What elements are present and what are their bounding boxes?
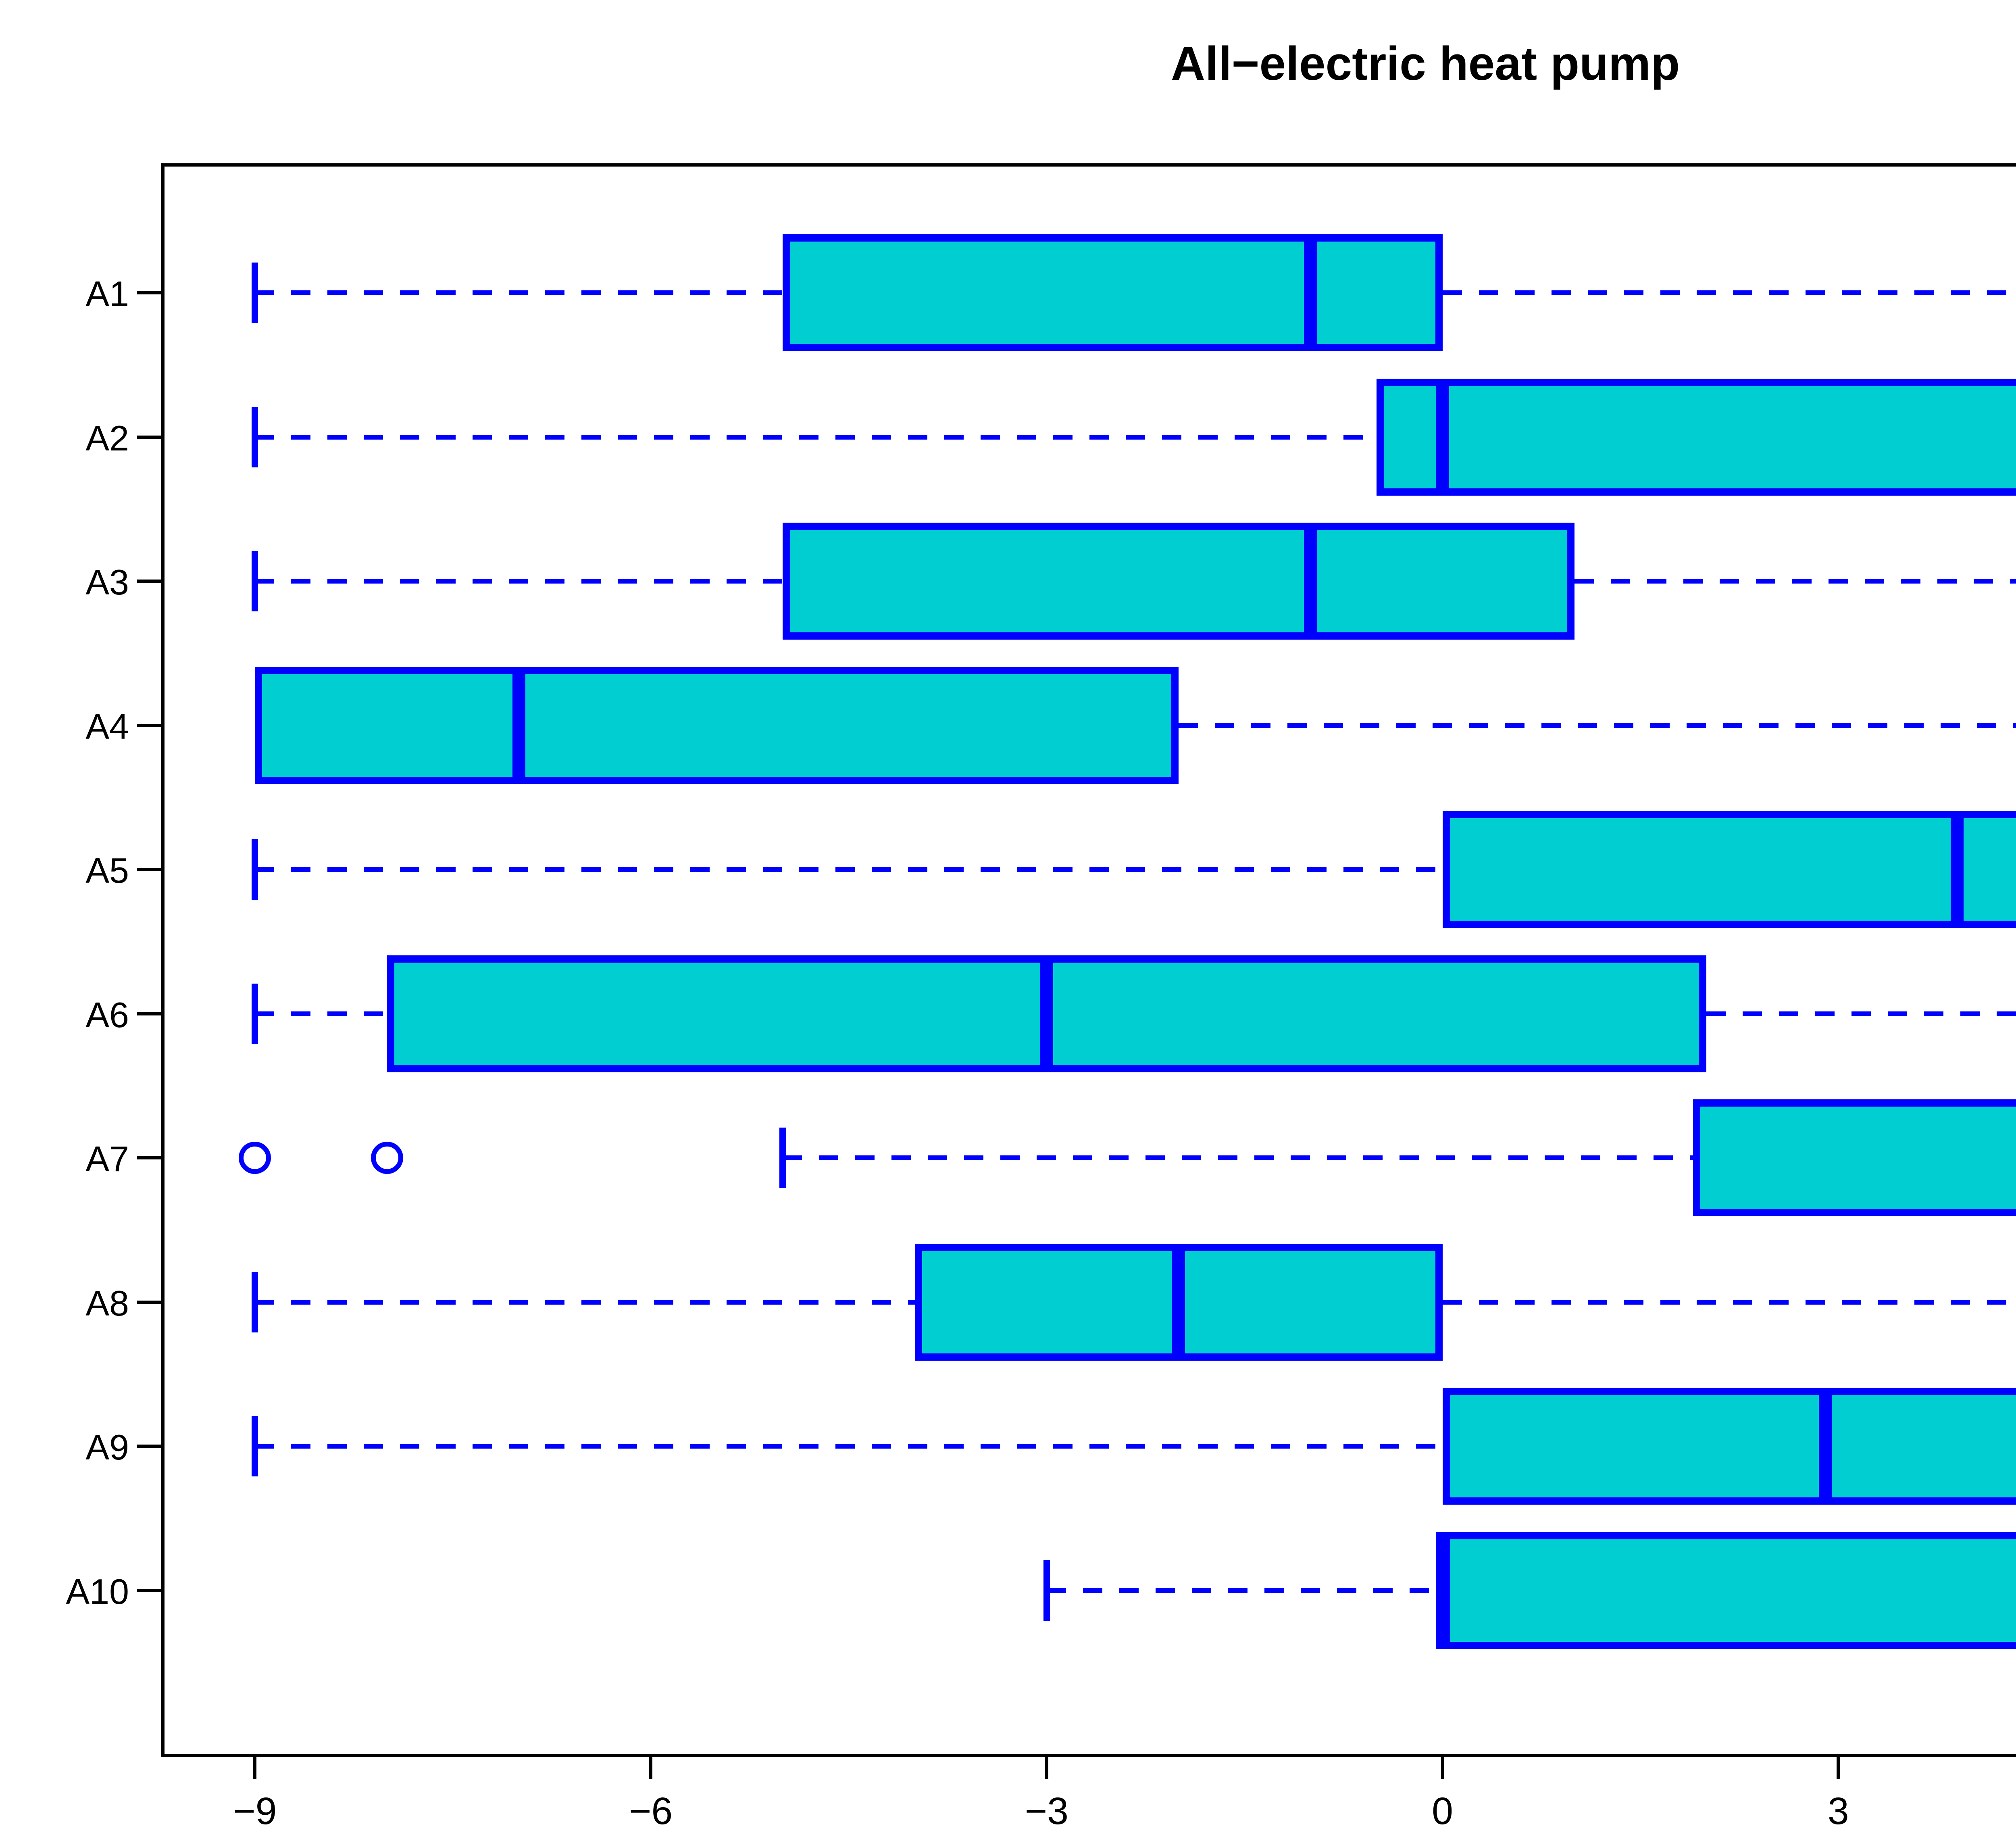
- x-axis-tick-label: 0: [1432, 1790, 1453, 1833]
- box: [1442, 1388, 2016, 1505]
- median-line: [1818, 1388, 1832, 1505]
- outlier-point: [239, 1142, 271, 1174]
- median-line: [1436, 378, 1449, 496]
- x-axis-tick: [253, 1757, 257, 1779]
- x-axis-tick: [1441, 1757, 1444, 1779]
- whisker-cap: [779, 1128, 786, 1188]
- median-line: [1172, 1243, 1185, 1361]
- median-line: [1304, 234, 1317, 351]
- whisker-cap: [252, 263, 258, 323]
- chart-title: All−electric heat pump: [1170, 37, 1680, 90]
- y-axis-tick-label: A4: [85, 706, 129, 746]
- median-line: [1304, 523, 1317, 640]
- y-axis-tick: [137, 868, 161, 871]
- whisker-line: [255, 434, 1377, 440]
- whisker-line: [255, 1011, 387, 1016]
- y-axis-tick-label: A3: [85, 562, 129, 602]
- median-line: [512, 667, 525, 784]
- whisker-cap: [252, 407, 258, 467]
- y-axis-tick-label: A9: [85, 1427, 129, 1467]
- whisker-cap: [252, 1272, 258, 1332]
- whisker-cap: [252, 1416, 258, 1476]
- box: [1376, 378, 2016, 496]
- whisker-line: [1179, 723, 2016, 728]
- whisker-cap: [252, 839, 258, 900]
- y-axis-tick: [137, 1156, 161, 1159]
- y-axis-tick-label: A6: [85, 994, 129, 1035]
- whisker-cap: [252, 551, 258, 611]
- box: [255, 667, 1179, 784]
- whisker-line: [1046, 1588, 1443, 1593]
- y-axis-tick: [137, 291, 161, 294]
- y-axis-tick-label: A7: [85, 1139, 129, 1179]
- y-axis-tick: [137, 1300, 161, 1304]
- x-axis-tick: [1837, 1757, 1840, 1779]
- whisker-line: [255, 867, 1443, 872]
- box: [1693, 1099, 2016, 1216]
- whisker-line: [255, 579, 783, 584]
- x-axis-tick: [649, 1757, 653, 1779]
- y-axis-tick: [137, 1589, 161, 1592]
- box: [1442, 811, 2016, 928]
- box: [783, 523, 1574, 640]
- x-axis-tick-label: −3: [1025, 1790, 1068, 1833]
- whisker-cap: [252, 983, 258, 1044]
- y-axis-tick: [137, 435, 161, 439]
- y-axis-tick-label: A5: [85, 851, 129, 890]
- x-axis-tick-label: −6: [629, 1790, 673, 1833]
- outlier-point: [371, 1142, 403, 1174]
- whisker-line: [255, 1444, 1443, 1449]
- y-axis-tick: [137, 723, 161, 727]
- whisker-cap: [1043, 1560, 1050, 1621]
- whisker-line: [255, 290, 783, 295]
- x-axis-tick: [1045, 1757, 1048, 1779]
- y-axis-tick-label: A8: [85, 1283, 129, 1323]
- y-axis-tick-label: A10: [66, 1571, 129, 1612]
- y-axis-tick: [137, 1012, 161, 1015]
- median-line: [1950, 811, 1964, 928]
- whisker-line: [255, 1299, 915, 1305]
- whisker-line: [1442, 290, 2016, 295]
- whisker-line: [1706, 1011, 2016, 1016]
- y-axis-tick-label: A2: [85, 418, 129, 458]
- y-axis-tick: [137, 580, 161, 583]
- box: [783, 234, 1443, 351]
- x-axis-tick-label: 3: [1827, 1790, 1849, 1833]
- y-axis-tick: [137, 1445, 161, 1448]
- y-axis-tick-label: A1: [85, 274, 129, 314]
- whisker-line: [1442, 1299, 2016, 1305]
- box: [1442, 1532, 2016, 1649]
- median-line: [1040, 955, 1053, 1072]
- x-axis-tick-label: −9: [233, 1790, 277, 1833]
- whisker-line: [783, 1155, 1693, 1160]
- whisker-line: [1574, 579, 2016, 584]
